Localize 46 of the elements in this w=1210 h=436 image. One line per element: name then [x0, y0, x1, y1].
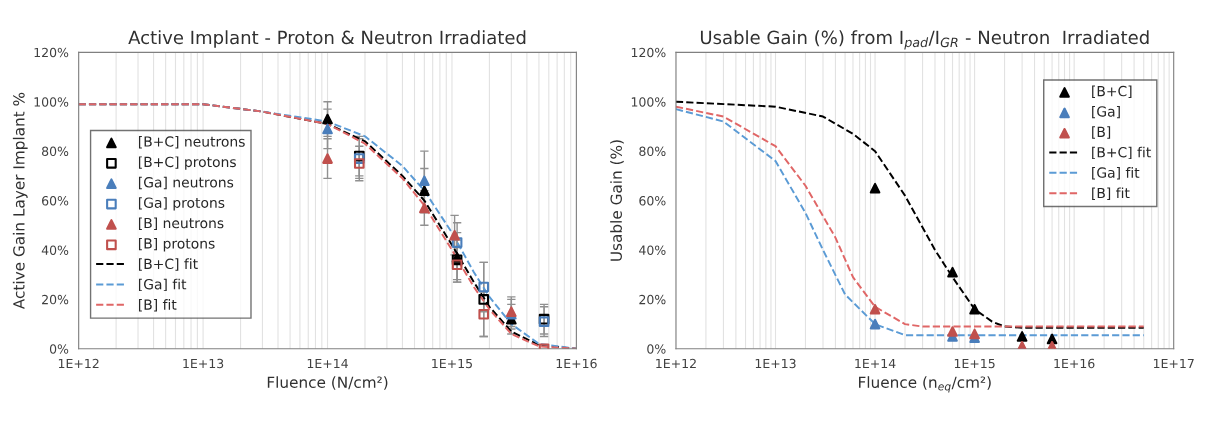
x-tick-label: 1E+16: [556, 358, 597, 369]
x-axis-title: Fluence (n$_{eq}$/cm²): [859, 376, 991, 393]
legend-label: [B]: [1092, 126, 1111, 139]
y-tick-label: 100%: [34, 97, 69, 107]
y-axis-title: Usable Gain (%): [610, 140, 624, 261]
x-tick-label: 1E+13: [183, 358, 224, 369]
legend-label: [Ga] neutrons: [138, 176, 234, 190]
y-tick-label: 100%: [631, 97, 666, 107]
y-tick-label: 40%: [639, 245, 666, 255]
y-tick-label: 60%: [639, 196, 666, 206]
y-tick-label: 120%: [34, 47, 69, 58]
y-tick-label: 80%: [639, 146, 666, 157]
chart-title: Usable Gain (%) from I$_{pad}$/I$_{GR}$ - Neutron Irradiated: [700, 30, 1149, 50]
y-tick-label: 20%: [639, 294, 666, 305]
legend-label: [B+C]: [1092, 85, 1132, 98]
y-tick-label: 120%: [631, 47, 666, 58]
x-tick-label: 1E+14: [855, 358, 896, 369]
x-tick-label: 1E+17: [1153, 358, 1194, 369]
legend-label: [Ga] protons: [138, 197, 225, 211]
x-tick-label: 1E+13: [755, 358, 796, 369]
chart-title: Active Implant - Proton & Neutron Irradiated: [128, 30, 526, 48]
y-tick-label: 0%: [49, 344, 69, 354]
x-tick-label: 1E+14: [307, 358, 348, 369]
legend-label: [B] fit: [138, 299, 177, 312]
legend-label: [Ga]: [1092, 105, 1120, 119]
legend-label: [Ga] fit: [138, 278, 187, 292]
legend-label: [Ga] fit: [1092, 167, 1140, 180]
y-tick-label: 80%: [41, 146, 69, 157]
x-tick-label: 1E+16: [1054, 358, 1095, 369]
y-tick-label: 20%: [42, 294, 69, 305]
x-tick-label: 1E+12: [656, 358, 696, 369]
legend-label: [B+C] protons: [138, 156, 236, 170]
legend-label: [B+C] fit: [1092, 146, 1151, 160]
y-tick-label: 40%: [41, 245, 69, 255]
x-axis-title: Fluence (N/cm²): [267, 376, 388, 390]
legend-label: [B] protons: [138, 237, 215, 252]
legend-label: [B+C] fit: [138, 258, 198, 271]
y-tick-label: 0%: [647, 344, 666, 354]
y-axis-title: Active Gain Layer Implant %: [12, 92, 28, 310]
x-tick-label: 1E+15: [432, 358, 472, 369]
y-tick-label: 60%: [42, 196, 69, 206]
legend-label: [B] neutrons: [138, 217, 224, 230]
x-tick-label: 1E+15: [954, 358, 995, 369]
x-tick-label: 1E+12: [58, 358, 99, 369]
legend-label: [B+C] neutrons: [138, 136, 245, 149]
legend-label: [B] fit: [1092, 187, 1130, 200]
